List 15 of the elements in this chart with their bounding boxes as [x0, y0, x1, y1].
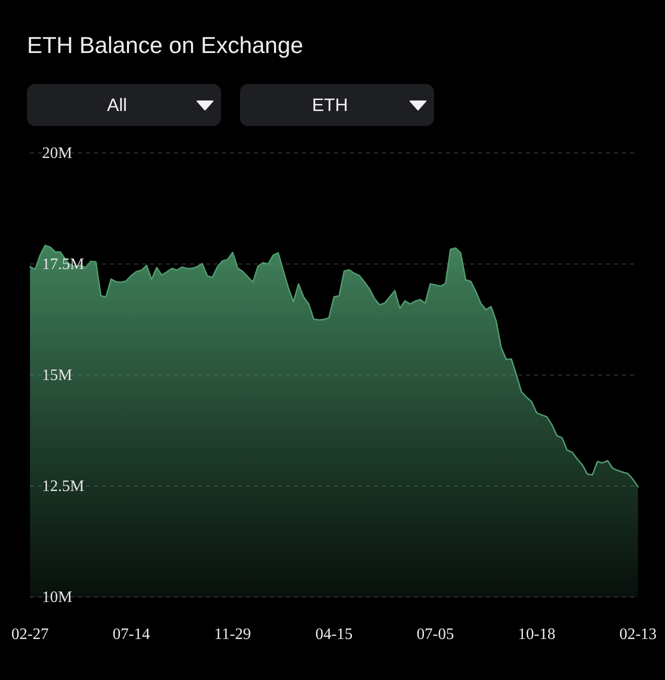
x-tick-label: 04-15 — [315, 626, 353, 642]
dropdown: ETH — [240, 84, 434, 126]
x-tick-label: 11-29 — [214, 626, 252, 642]
x-tick-label: 02-13 — [619, 626, 657, 642]
chart-title: ETH Balance on Exchange — [27, 32, 304, 58]
x-tick-label: 07-05 — [416, 626, 454, 642]
x-tick-label: 10-18 — [518, 626, 556, 642]
x-tick-label: 02-27 — [11, 626, 49, 642]
y-tick-label: 17.5M — [42, 256, 84, 272]
x-tick-label: 07-14 — [112, 626, 150, 642]
y-tick-label: 12.5M — [42, 478, 84, 494]
y-tick-label: 15M — [42, 366, 72, 384]
y-tick-label: 20M — [42, 144, 72, 162]
y-tick-label: 10M — [42, 588, 72, 606]
dropdown: All — [27, 84, 221, 126]
